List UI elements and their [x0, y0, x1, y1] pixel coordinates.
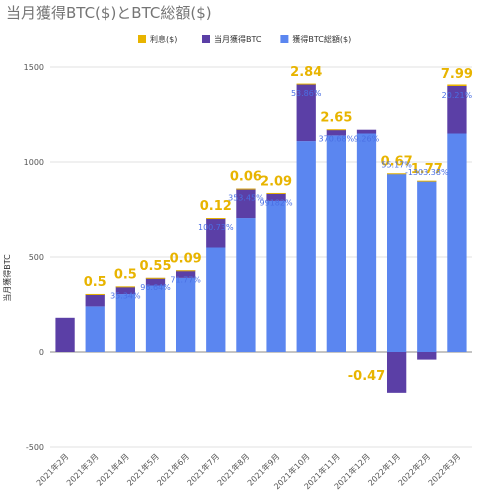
bar-interest [296, 83, 316, 85]
bar-interest [386, 173, 407, 175]
bar-interest [417, 180, 437, 182]
percent-data-label: 100.73% [198, 223, 234, 232]
percent-data-label: 55.17% [381, 160, 412, 169]
bar-total-btc [266, 200, 286, 352]
bar-monthly-btc [447, 86, 467, 134]
interest-data-label: 0.06 [230, 170, 262, 185]
legend: 利息($) 当月獲得BTC 獲得BTC総額($) [138, 34, 351, 44]
bar-interest [326, 129, 347, 131]
bar-monthly-btc [175, 270, 196, 278]
bar-total-btc [447, 133, 467, 352]
bar-monthly-btc [417, 352, 437, 360]
legend-label: 獲得BTC総額($) [292, 34, 351, 44]
interest-data-label: 0.12 [200, 199, 232, 214]
bar-monthly-btc [326, 129, 347, 136]
bar-interest [266, 192, 286, 194]
bar-total-btc [236, 218, 256, 352]
interest-data-label: -0.47 [348, 369, 385, 384]
bar-monthly-btc [85, 294, 105, 307]
interest-data-label: 0.67 [381, 154, 413, 169]
bar-monthly-btc [356, 129, 377, 134]
percent-data-label: 9.26% [354, 135, 380, 144]
percent-data-label: 99182% [260, 198, 293, 207]
bar-total-btc [417, 181, 437, 352]
chart-title: 当月獲得BTC($)とBTC総額($) [6, 4, 212, 22]
bar-interest [447, 84, 467, 86]
legend-label: 利息($) [150, 34, 177, 44]
interest-data-label: 0.5 [114, 267, 137, 282]
bar-interest [236, 188, 256, 190]
percent-data-label: 20.21% [442, 91, 473, 100]
y-axis-title: 当月獲得BTC [2, 254, 12, 302]
interest-data-label: 2.09 [260, 174, 292, 189]
legend-swatch [202, 35, 210, 43]
interest-data-label: 0.09 [170, 251, 202, 266]
bar-monthly-btc [266, 193, 286, 201]
bar-total-btc [175, 277, 196, 352]
bar-total-btc [115, 294, 136, 352]
interest-data-label: 0.55 [139, 259, 171, 274]
bar-monthly-btc [145, 277, 166, 286]
bar-monthly-btc [236, 188, 256, 219]
y-tick-label: -500 [26, 443, 44, 452]
bar-total-btc [326, 135, 347, 352]
bar-total-btc [206, 247, 226, 352]
percent-data-label: 35.34% [110, 291, 141, 300]
interest-data-label: 1.77 [411, 162, 443, 177]
bar-interest [115, 286, 136, 288]
y-tick-label: 1000 [24, 158, 44, 167]
percent-data-label: 53.86% [291, 89, 322, 98]
bar-total-btc [145, 285, 166, 352]
bar-monthly-btc [115, 286, 136, 295]
legend-swatch [138, 35, 146, 43]
bar-interest [175, 270, 196, 272]
legend-label: 当月獲得BTC [214, 34, 262, 44]
percent-data-label: 370.68% [319, 135, 355, 144]
bar-monthly-btc [296, 84, 316, 142]
bar-monthly-btc [55, 317, 75, 352]
y-tick-label: 500 [29, 253, 44, 262]
interest-data-label: 2.65 [320, 111, 352, 126]
bar-monthly-btc [206, 218, 226, 248]
bar-layer [55, 83, 467, 393]
bar-total-btc [386, 173, 407, 352]
interest-data-label: 0.5 [84, 275, 107, 290]
percent-data-label: 353.45% [228, 194, 264, 203]
bar-interest [85, 293, 105, 295]
percent-data-label: -1303.38% [405, 168, 449, 177]
legend-swatch [280, 35, 289, 43]
percent-data-label: 96.64% [140, 283, 171, 292]
percent-data-label: 71.77% [170, 275, 201, 284]
bar-total-btc [85, 306, 105, 352]
bar-interest [145, 277, 166, 279]
bar-total-btc [296, 141, 316, 352]
bar-total-btc [356, 133, 377, 352]
bar-interest [206, 218, 226, 220]
y-tick-label: 1500 [24, 63, 44, 72]
interest-data-label: 2.84 [290, 65, 322, 80]
bar-monthly-btc [386, 352, 407, 393]
y-tick-label: 0 [39, 348, 44, 357]
x-tick-label: 2022年3月 [426, 451, 462, 487]
interest-data-label: 7.99 [441, 67, 473, 82]
